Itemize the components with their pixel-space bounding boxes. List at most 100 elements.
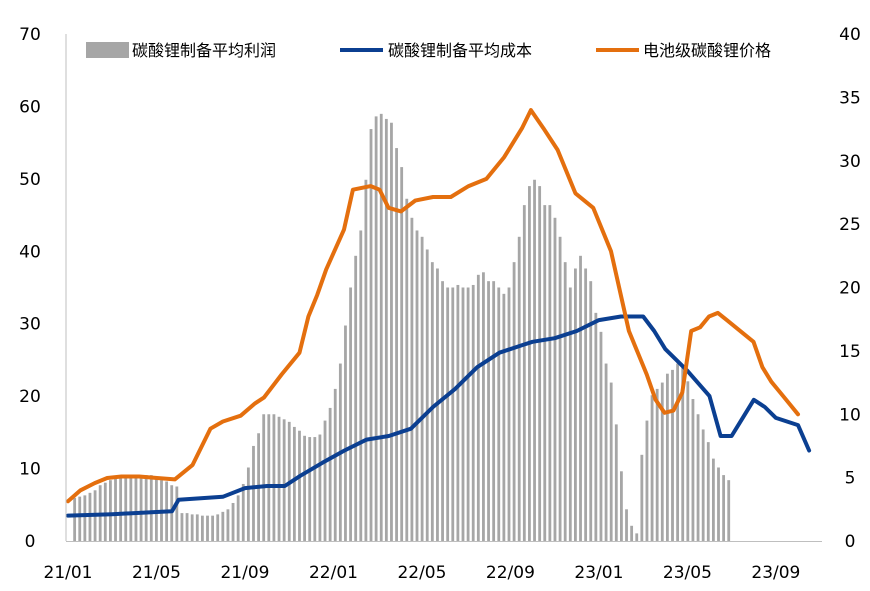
profit-bar <box>144 475 148 541</box>
profit-bar <box>446 287 450 541</box>
profit-bar <box>262 414 266 541</box>
profit-bar <box>599 331 603 541</box>
profit-bar <box>584 268 588 541</box>
left-axis-tick-label: 40 <box>19 242 41 262</box>
right-axis-tick-label: 30 <box>839 152 861 172</box>
right-axis-tick-label: 15 <box>839 342 861 362</box>
profit-bar <box>236 495 240 541</box>
right-axis-tick-label: 5 <box>845 469 856 489</box>
profit-bar <box>149 475 153 541</box>
profit-bar <box>200 515 204 541</box>
profit-bars <box>73 113 731 542</box>
profit-bar <box>451 287 455 541</box>
legend: 碳酸锂制备平均利润 碳酸锂制备平均成本 电池级碳酸锂价格 <box>86 41 771 60</box>
profit-bar <box>221 511 225 541</box>
profit-bar <box>691 399 695 541</box>
profit-bar <box>267 414 271 541</box>
profit-bar <box>369 129 373 541</box>
x-axis-tick-label: 22/09 <box>486 563 535 583</box>
profit-bar <box>655 388 659 541</box>
profit-bar <box>665 373 669 541</box>
profit-bar <box>487 281 490 541</box>
profit-bar <box>374 116 378 541</box>
profit-bar <box>272 414 276 541</box>
profit-bar <box>134 476 138 541</box>
profit-bar <box>323 420 327 541</box>
profit-bar <box>318 434 322 541</box>
profit-bar <box>563 262 567 541</box>
profit-bar <box>349 287 352 541</box>
profit-bar <box>727 480 731 541</box>
profit-bar <box>620 471 623 541</box>
profit-bar <box>364 179 368 541</box>
profit-bar <box>574 268 577 541</box>
profit-bar <box>512 262 516 541</box>
profit-bar <box>190 514 194 541</box>
profit-bar <box>640 454 644 541</box>
profit-bar <box>109 480 112 541</box>
profit-bar <box>507 287 511 541</box>
left-axis-tick-label: 70 <box>19 25 41 45</box>
profit-bar <box>154 477 158 542</box>
profit-bar <box>502 293 506 541</box>
x-axis-tick-label: 23/01 <box>574 563 623 583</box>
profit-bar <box>701 429 705 541</box>
profit-bar <box>390 122 393 541</box>
right-axis-tick-label: 20 <box>839 279 861 299</box>
left-axis-tick-label: 20 <box>19 387 41 407</box>
profit-bar <box>568 287 572 541</box>
profit-bar <box>425 249 429 542</box>
profit-bar <box>706 442 710 541</box>
series-lines <box>66 108 812 518</box>
profit-bar <box>517 236 521 542</box>
x-axis-tick-label: 21/05 <box>132 563 181 583</box>
profit-bar <box>609 382 613 541</box>
right-axis-tick-label: 40 <box>839 25 861 45</box>
profit-bar <box>696 414 700 541</box>
profit-bar <box>333 388 337 541</box>
profit-bar <box>579 255 582 541</box>
left-axis-tick-label: 30 <box>19 315 41 335</box>
profit-bar <box>686 381 690 541</box>
profit-bar <box>492 281 496 541</box>
profit-bar <box>645 420 649 541</box>
profit-bar <box>298 430 301 541</box>
left-axis-tick-label: 10 <box>19 460 41 480</box>
cost-line <box>66 314 812 518</box>
profit-bar <box>231 502 235 541</box>
profit-bar <box>139 476 143 541</box>
profit-bar <box>676 363 680 541</box>
profit-bar <box>379 113 383 541</box>
left-axis-tick-label: 60 <box>19 97 41 117</box>
profit-bar <box>528 186 531 541</box>
profit-bar <box>722 475 726 541</box>
legend-label-profit: 碳酸锂制备平均利润 <box>132 41 276 60</box>
profit-bar <box>313 437 317 541</box>
x-axis-tick-label: 22/01 <box>309 563 358 583</box>
profit-bar <box>522 205 526 542</box>
profit-bar <box>717 467 720 541</box>
x-axis-tick-label: 23/09 <box>751 563 800 583</box>
profit-bar <box>328 407 332 541</box>
profit-bar <box>538 186 542 541</box>
profit-bar <box>292 426 296 541</box>
profit-bar <box>671 369 674 541</box>
profit-bar <box>303 435 306 541</box>
profit-bar <box>344 325 347 541</box>
profit-bar <box>548 205 552 542</box>
profit-bar <box>533 179 536 541</box>
profit-bar <box>114 477 117 542</box>
profit-bar <box>400 167 404 541</box>
profit-bar <box>604 363 608 541</box>
profit-bar <box>681 366 685 541</box>
profit-bar <box>175 486 179 541</box>
profit-bar <box>226 509 230 541</box>
profit-bar <box>543 205 547 542</box>
profit-bar <box>308 437 312 541</box>
x-axis-tick-label: 21/09 <box>220 563 269 583</box>
axes: 0 10 20 30 40 50 60 70 0 5 10 15 20 25 30 35 40 21/01 21/0… <box>19 25 861 583</box>
left-axis-tick-label: 50 <box>19 170 41 190</box>
profit-bar <box>410 217 414 542</box>
profit-bar <box>420 236 424 542</box>
right-axis-tick-label: 10 <box>839 405 861 425</box>
